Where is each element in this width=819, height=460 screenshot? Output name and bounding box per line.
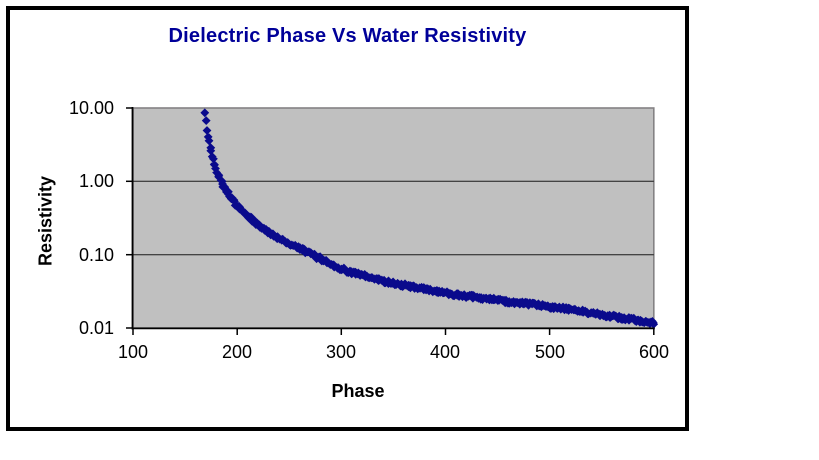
y-tick-label: 1.00 (78, 171, 114, 191)
axes (126, 107, 655, 335)
plot-area (132, 107, 655, 329)
x-tick-label: 200 (221, 342, 253, 362)
chart-title: Dielectric Phase Vs Water Resistivity (168, 25, 527, 47)
y-tick-label: 0.10 (78, 245, 114, 265)
x-tick-label: 400 (429, 342, 461, 362)
y-tick-label: 10.00 (68, 98, 114, 118)
x-tick-label: 600 (638, 342, 670, 362)
x-tick-label: 300 (325, 342, 357, 362)
x-tick-label: 500 (534, 342, 566, 362)
x-axis-title: Phase (331, 381, 385, 401)
x-tick-label: 100 (117, 342, 149, 362)
y-tick-label: 0.01 (78, 318, 114, 338)
